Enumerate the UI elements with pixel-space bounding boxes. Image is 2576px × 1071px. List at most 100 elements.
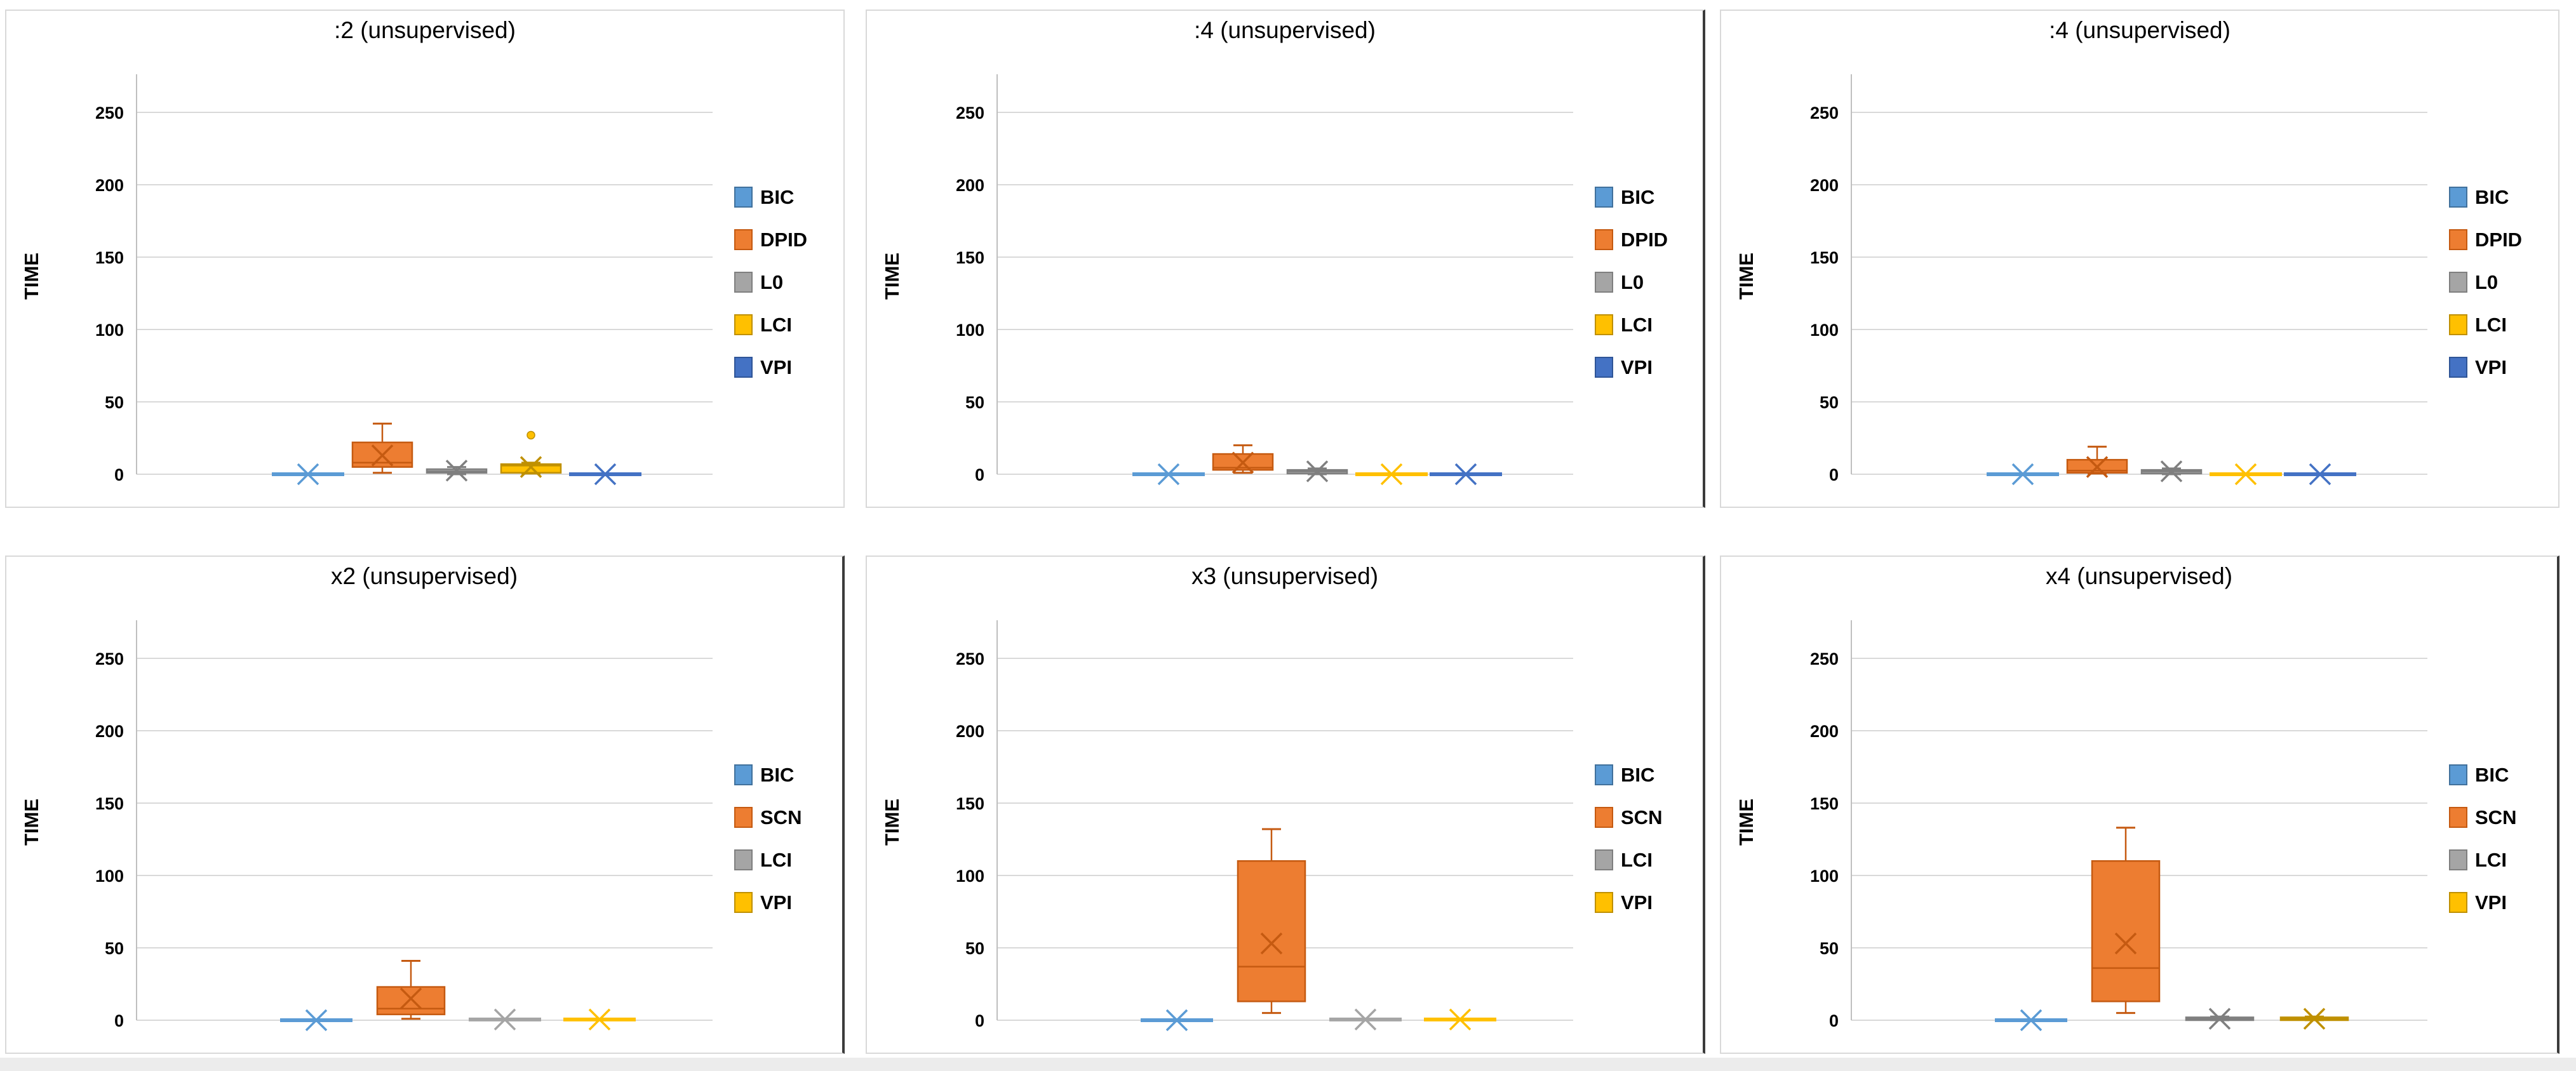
- legend-label: BIC: [760, 185, 795, 208]
- legend-item-lci: LCI: [734, 849, 802, 870]
- legend-swatch-icon: [2449, 764, 2467, 785]
- legend-item-lci: LCI: [1595, 849, 1662, 870]
- mean-x-marker: [1454, 463, 1477, 486]
- legend-label: L0: [2475, 270, 2499, 293]
- plot-area: 0 50 100 150 200 250: [1810, 74, 2427, 486]
- y-tick-label: 200: [95, 176, 124, 195]
- y-tick-label: 50: [1820, 939, 1839, 958]
- y-tick-label: 50: [965, 393, 984, 412]
- y-tick-label: 150: [95, 248, 124, 267]
- mean-x-marker: [2234, 463, 2257, 486]
- legend-label: BIC: [2475, 185, 2509, 208]
- series-scn: [376, 960, 446, 1020]
- y-tick-label: 50: [1820, 393, 1839, 412]
- mean-x-marker: [2086, 456, 2109, 478]
- y-tick-label: 100: [95, 321, 124, 340]
- legend-label: VPI: [760, 891, 792, 914]
- legend-label: LCI: [760, 848, 792, 871]
- chart-title: :4 (unsupervised): [2049, 17, 2231, 43]
- legend-swatch-icon: [734, 186, 753, 208]
- y-tick-label: 200: [956, 176, 984, 195]
- legend-label: L0: [1621, 270, 1644, 293]
- legend-label: SCN: [2475, 806, 2517, 828]
- plot-area: 0 50 100 150 200 250: [1810, 620, 2427, 1032]
- y-tick-label: 250: [956, 649, 984, 669]
- mean-x-marker: [1380, 463, 1403, 486]
- legend-swatch-icon: [734, 891, 753, 913]
- chart-title: x4 (unsupervised): [2045, 563, 2233, 589]
- mean-x-marker: [2208, 1008, 2231, 1030]
- legend-swatch-icon: [1595, 356, 1613, 378]
- y-tick-label: 100: [956, 321, 984, 340]
- legend-item-bic: BIC: [1595, 764, 1662, 785]
- legend-swatch-icon: [1595, 849, 1613, 870]
- series-scn: [1237, 828, 1306, 1014]
- legend-swatch-icon: [2449, 186, 2467, 208]
- legend-label: LCI: [2475, 848, 2507, 871]
- y-axis-title: TIME: [20, 252, 43, 300]
- legend-label: DPID: [760, 228, 808, 251]
- y-tick-label: 0: [1829, 465, 1839, 484]
- legend-item-vpi: VPI: [2449, 356, 2522, 378]
- legend-swatch-icon: [734, 806, 753, 828]
- legend-label: VPI: [1621, 891, 1653, 914]
- legend-item-dpid: DPID: [734, 229, 807, 250]
- legend-item-bic: BIC: [1595, 186, 1668, 208]
- legend-swatch-icon: [2449, 849, 2467, 870]
- y-tick-label: 150: [956, 248, 984, 267]
- mean-x-marker: [1165, 1009, 1188, 1032]
- mean-x-marker: [493, 1008, 516, 1031]
- y-tick-label: 150: [956, 794, 984, 813]
- chart-title: x3 (unsupervised): [1191, 563, 1379, 589]
- y-axis-title: TIME: [1735, 252, 1757, 300]
- legend-swatch-icon: [2449, 229, 2467, 250]
- plot-area: 0 50 100 150 200 250: [95, 620, 713, 1032]
- plot-area: 0 50 100 150 200 250: [95, 74, 713, 486]
- legend-item-vpi: VPI: [2449, 891, 2516, 913]
- legend-item-lci: LCI: [2449, 849, 2516, 870]
- mean-x-marker: [1260, 932, 1283, 955]
- legend-label: DPID: [2475, 228, 2523, 251]
- legend-swatch-icon: [734, 271, 753, 293]
- y-tick-label: 250: [95, 103, 124, 123]
- legend-label: BIC: [760, 763, 795, 786]
- chart-panel-3: 0 50 100 150 200 250 :4 (unsupervised) TIME B…: [1720, 10, 2559, 508]
- legend-item-scn: SCN: [734, 806, 802, 828]
- legend-label: VPI: [2475, 891, 2507, 914]
- series-dpid: [351, 422, 413, 474]
- legend: BIC DPID L0 LCI VPI: [2449, 186, 2522, 378]
- y-axis-title: TIME: [881, 252, 903, 300]
- mean-x-marker: [399, 987, 422, 1010]
- legend-item-vpi: VPI: [734, 891, 802, 913]
- y-tick-label: 100: [1810, 867, 1839, 886]
- y-tick-label: 100: [95, 867, 124, 886]
- mean-x-marker: [588, 1008, 611, 1031]
- legend-label: BIC: [1621, 763, 1655, 786]
- y-tick-label: 150: [1810, 248, 1839, 267]
- mean-x-marker: [1306, 460, 1329, 482]
- legend-item-dpid: DPID: [1595, 229, 1668, 250]
- mean-x-marker: [594, 463, 617, 486]
- y-tick-label: 150: [95, 794, 124, 813]
- y-axis-title: TIME: [881, 798, 903, 846]
- legend-item-vpi: VPI: [1595, 356, 1668, 378]
- legend-item-scn: SCN: [2449, 806, 2516, 828]
- iqr-box: [2091, 860, 2161, 1002]
- y-tick-label: 0: [1829, 1011, 1839, 1030]
- mean-x-marker: [1157, 463, 1180, 486]
- chart-panel-6: 0 50 100 150 200 250 x4 (unsupervised) TIME B…: [1720, 555, 2559, 1054]
- mean-x-marker: [297, 463, 319, 486]
- legend: BIC SCN LCI VPI: [1595, 764, 1662, 913]
- legend-label: DPID: [1621, 228, 1668, 251]
- mean-x-marker: [2020, 1009, 2043, 1032]
- mean-x-marker: [1354, 1008, 1377, 1031]
- legend-swatch-icon: [734, 764, 753, 785]
- legend-label: SCN: [1621, 806, 1663, 828]
- legend-item-lci: LCI: [1595, 314, 1668, 335]
- chart-title: :2 (unsupervised): [334, 17, 516, 43]
- legend-swatch-icon: [734, 849, 753, 870]
- chart-title: x2 (unsupervised): [330, 563, 518, 589]
- legend-item-lci: LCI: [734, 314, 807, 335]
- plot-area: 0 50 100 150 200 250: [956, 74, 1573, 486]
- y-axis-title: TIME: [20, 798, 43, 846]
